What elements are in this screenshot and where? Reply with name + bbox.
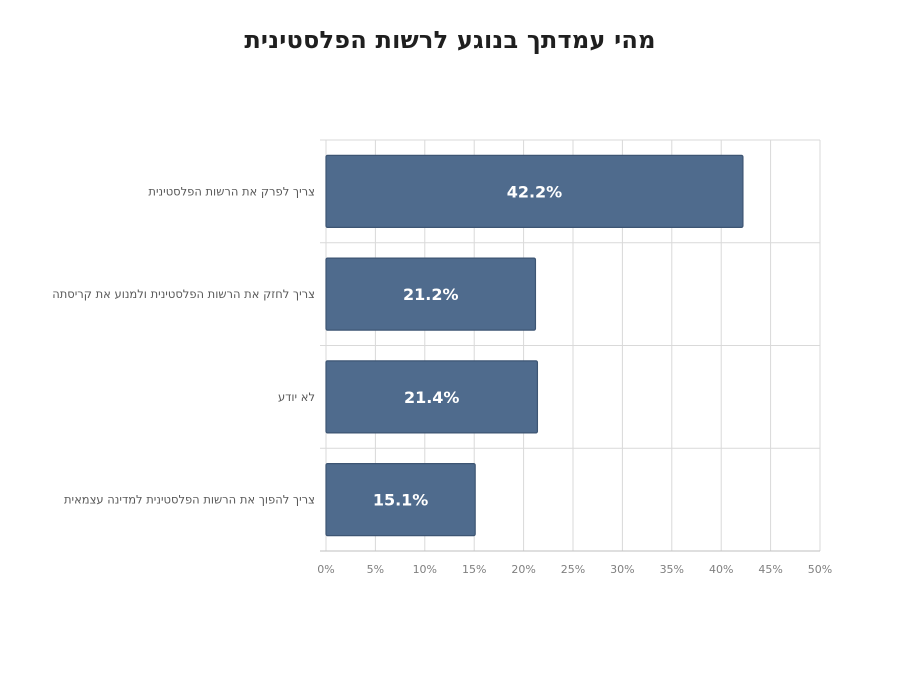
data-label: 15.1% bbox=[373, 491, 429, 510]
x-tick-label: 15% bbox=[462, 563, 486, 576]
category-label: צריך לחזק את הרשות הפלסטינית ולמנוע את ק… bbox=[52, 287, 315, 301]
bar bbox=[325, 154, 744, 228]
x-tick-label: 10% bbox=[413, 563, 437, 576]
bar-layer bbox=[325, 154, 744, 537]
x-tick-label: 40% bbox=[709, 563, 733, 576]
bar bbox=[325, 257, 537, 331]
x-tick-label: 0% bbox=[317, 563, 334, 576]
data-label: 42.2% bbox=[507, 182, 563, 201]
x-tick-label: 30% bbox=[610, 563, 634, 576]
axis-layer: 0% 5% 10% 15% 20% 25% 30% 35% 40% 45% 50% bbox=[317, 550, 832, 576]
x-tick-label: 50% bbox=[808, 563, 832, 576]
x-tick-label: 5% bbox=[367, 563, 384, 576]
data-label: 21.4% bbox=[404, 388, 460, 407]
chart-title: מהי עמדתך בנוגע לרשות הפלסטינית bbox=[244, 26, 656, 54]
label-layer: 42.2% צריך לפרק את הרשות הפלסטינית 21.2% צר… bbox=[52, 182, 562, 509]
category-label: לא יודע bbox=[278, 390, 315, 404]
category-label: צריך לפרק את הרשות הפלסטינית bbox=[148, 184, 315, 198]
category-label: צריך להפוך את הרשות הפלסטינית למדינה עצמ… bbox=[64, 493, 315, 507]
x-tick-label: 25% bbox=[561, 563, 585, 576]
bar bbox=[325, 360, 539, 434]
data-label: 21.2% bbox=[403, 285, 459, 304]
x-tick-label: 20% bbox=[511, 563, 535, 576]
x-tick-label: 45% bbox=[758, 563, 782, 576]
bar bbox=[325, 463, 476, 537]
x-tick-label: 35% bbox=[660, 563, 684, 576]
